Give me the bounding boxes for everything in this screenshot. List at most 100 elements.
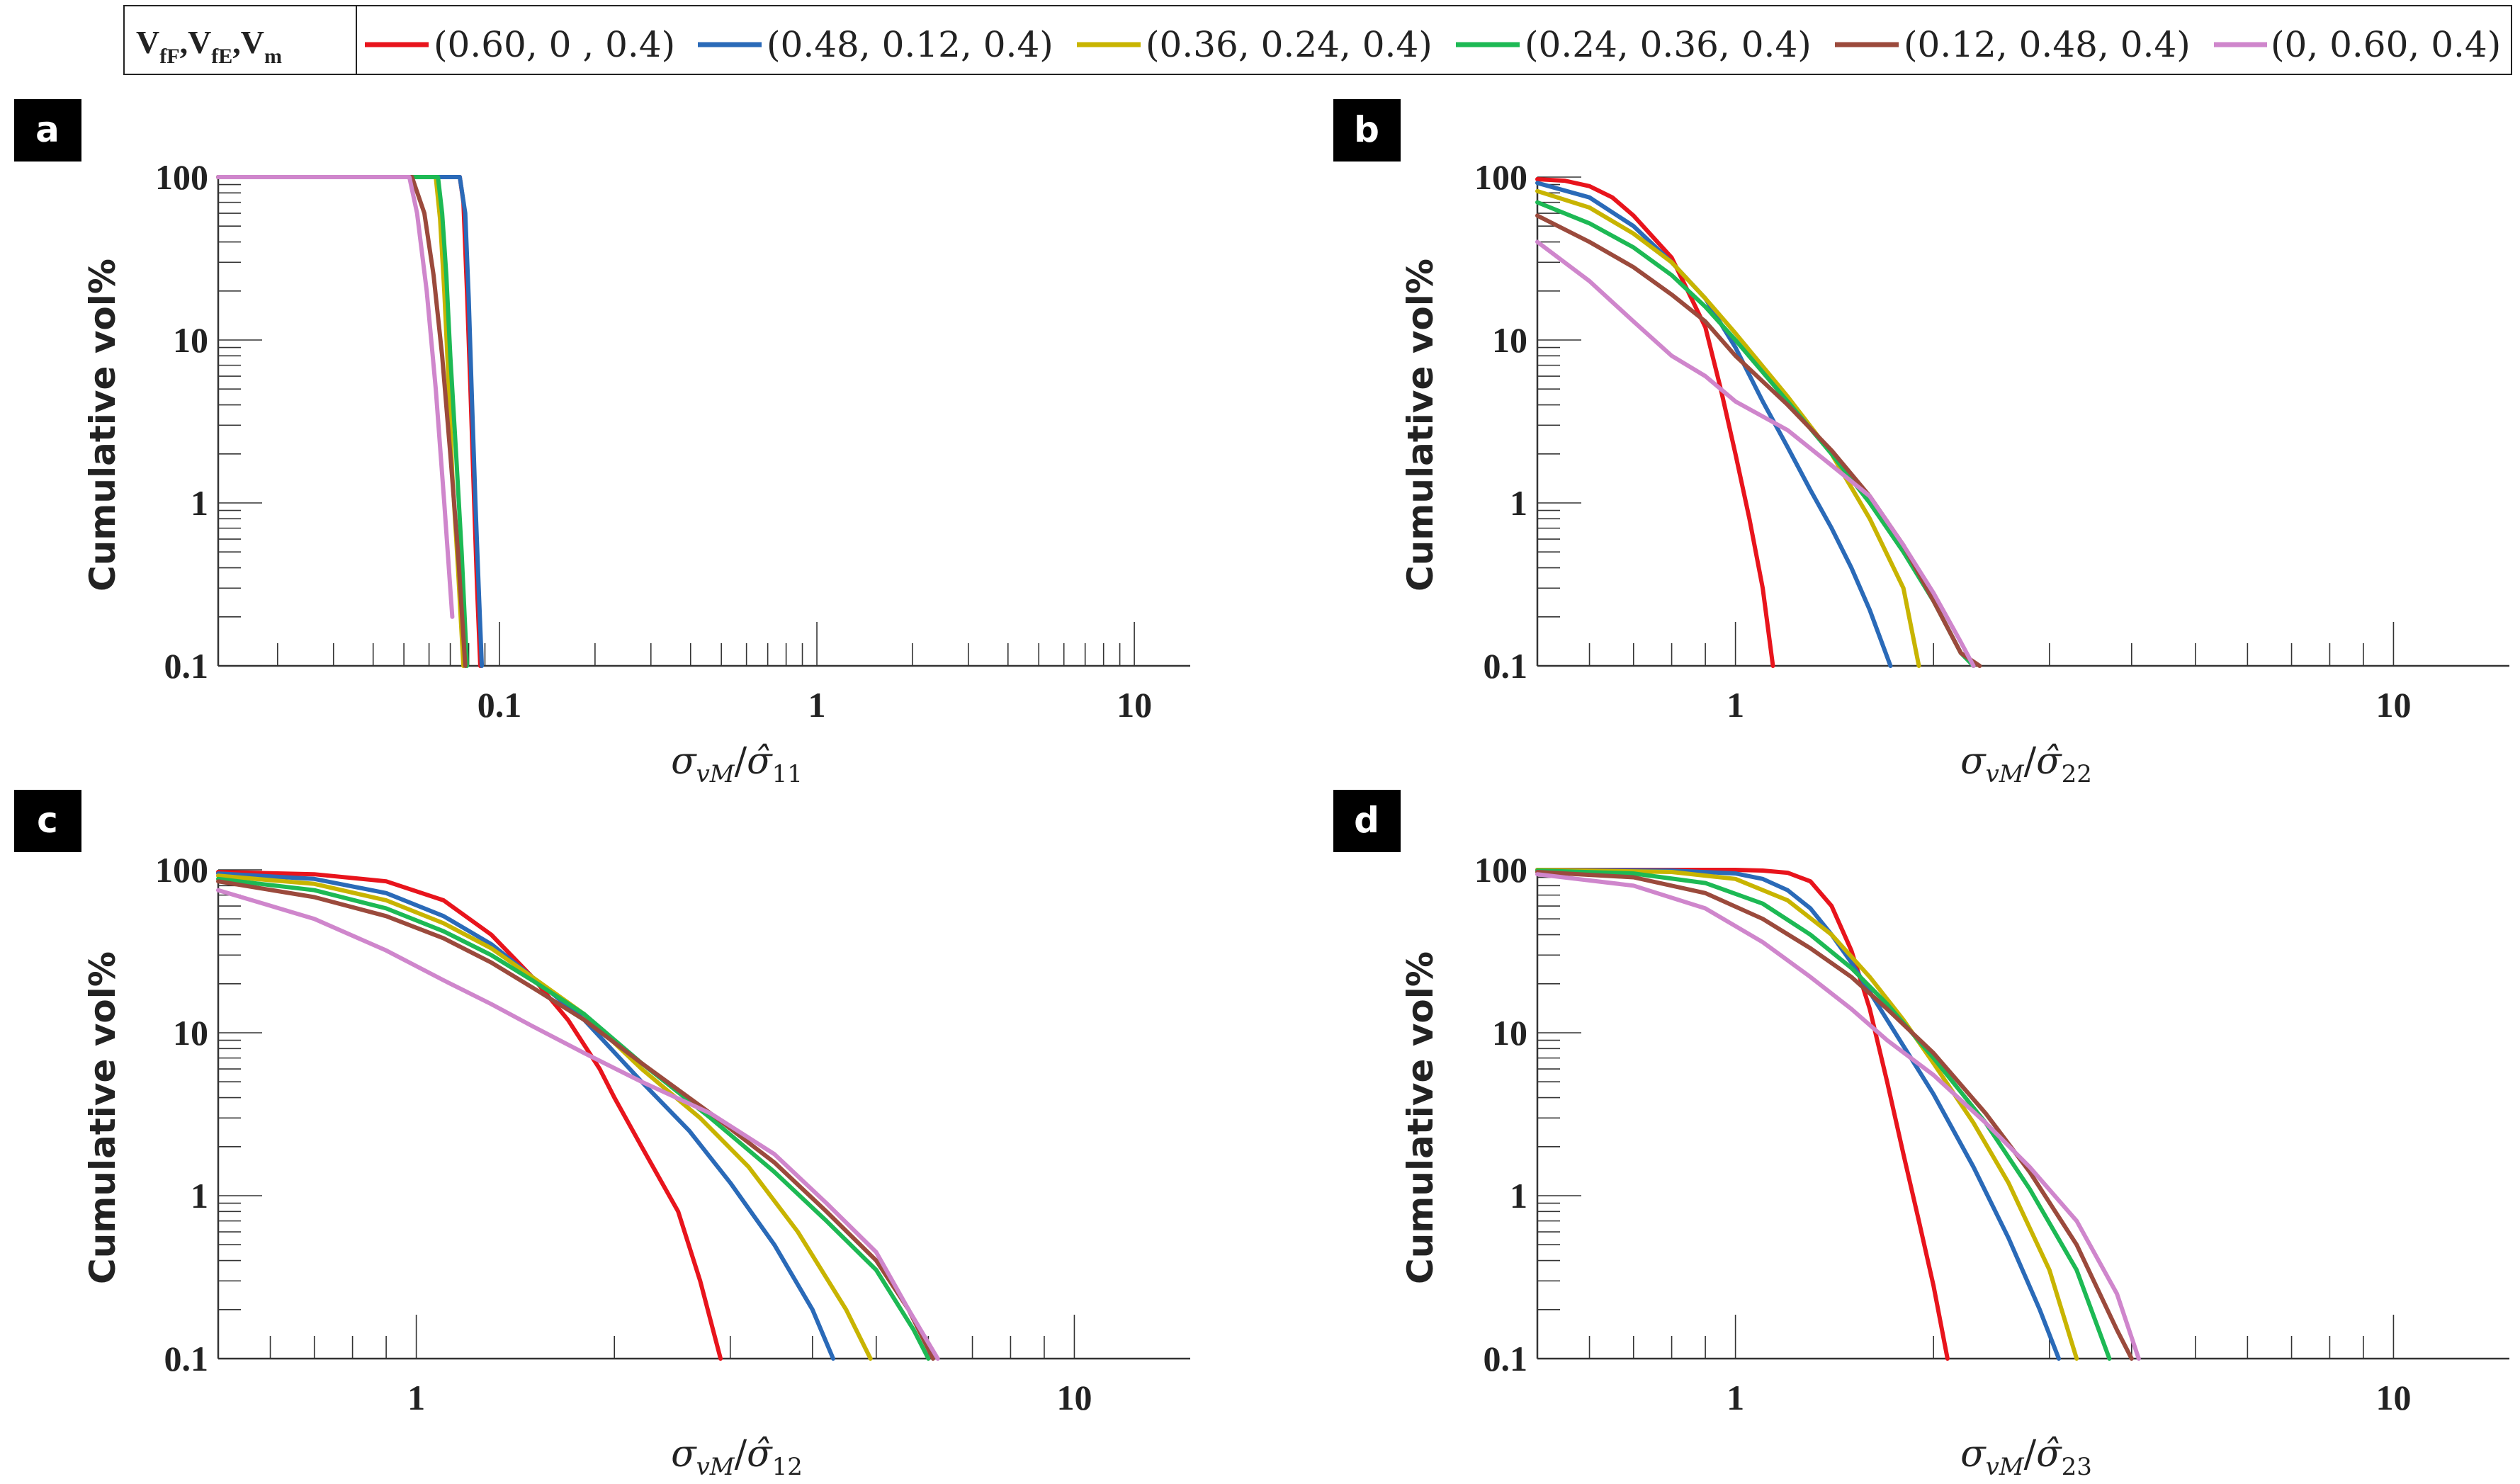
legend-entry-6: (0, 0.60, 0.4) [2214,24,2501,65]
panel-d: d 1 10 0.1 1 10 100 Cumulative vol% σvM/σ̂23 [1333,790,2509,1481]
legend-header: VfF,VfE,Vm [136,24,282,68]
panel-a-tag-text: a [35,109,60,150]
panel-b-xlabel-sigma: σ [1960,740,1987,783]
panel-a-xlabel-sub-vm: vM [696,760,735,788]
panel-d-xlabel-sub-idx: 23 [2062,1453,2092,1481]
legend-header-v1: V [136,24,159,60]
panel-d-series-line-1 [1535,868,1950,1361]
panel-a-series-line-4 [216,175,470,668]
panel-d-xlabel-sub-vm: vM [1986,1453,2025,1481]
panel-a-x-tick-label: 0.1 [478,685,522,725]
panel-a-y-tick-label: 10 [173,320,208,360]
panel-b-xlabel-slash: / [2024,740,2037,783]
panel-d-xlabel-sigmahat: σ̂ [2036,1433,2062,1475]
panel-a-tag [14,99,81,162]
panel-c-ylabel: Cumulative vol% [82,951,123,1284]
panel-b-y-tick-label: 100 [1474,157,1527,197]
panel-d-tag-text: d [1354,800,1379,841]
legend-frame [123,5,2512,75]
panel-a-series-line-2 [216,175,485,668]
panel-a-x-tick-label: 10 [1117,685,1152,725]
panel-d-tag [1333,790,1401,852]
panel-b-axes: 1 10 0.1 1 10 100 [1474,157,2509,725]
panel-b-tag [1333,99,1401,162]
panel-d-x-tick-label: 1 [1727,1378,1744,1417]
legend-label-2: (0.48, 0.12, 0.4) [767,24,1053,65]
legend-header-v3: ,V [232,24,264,60]
legend: VfF,VfE,Vm (0.60, 0 , 0.4) (0.48, 0.12, … [123,5,2512,75]
legend-header-v2: ,V [180,24,212,60]
panel-c-series-line-6 [216,888,940,1361]
legend-entry-1: (0.60, 0 , 0.4) [365,24,675,65]
panel-b-ylabel: Cumulative vol% [1400,259,1441,591]
panel-a-y-tick-label: 1 [191,483,208,523]
panel-d-y-tick-label: 0.1 [1484,1339,1528,1378]
panel-c-tag-text: c [37,800,58,841]
panel-c-series-line-3 [216,873,873,1361]
panel-b-xlabel: σvM/σ̂22 [1960,740,2092,788]
panel-d-xlabel-slash: / [2024,1433,2037,1475]
panel-a-xlabel-sigmahat: σ̂ [747,740,773,783]
panel-c-xlabel-sub-idx: 12 [772,1453,803,1481]
panel-b-tag-text: b [1354,109,1379,150]
panel-a-xlabel-sub-idx: 11 [772,760,803,788]
panel-b-y-tick-label: 1 [1510,483,1527,523]
panel-a-xlabel-sigma: σ [671,740,697,783]
legend-header-sub3: m [264,45,282,68]
panel-c-xlabel-sigmahat: σ̂ [747,1433,773,1475]
panel-a-xlabel-slash: / [735,740,747,783]
panel-c: c 1 10 0.1 1 10 100 Cumulative vol% σvM/σ̂12 [14,790,1190,1481]
panel-d-axes: 1 10 0.1 1 10 100 [1474,850,2509,1417]
panel-b-x-tick-label: 1 [1727,685,1744,725]
panel-d-series-line-3 [1535,868,2079,1361]
panel-c-tag [14,790,81,852]
panel-c-xlabel-slash: / [735,1433,747,1475]
legend-label-1: (0.60, 0 , 0.4) [434,24,675,65]
legend-label-6: (0, 0.60, 0.4) [2271,24,2501,65]
panel-d-xlabel: σvM/σ̂23 [1960,1433,2092,1481]
legend-entry-5: (0.12, 0.48, 0.4) [1835,24,2191,65]
panel-a-y-tick-label: 100 [155,157,208,197]
panel-c-xlabel-sub-vm: vM [696,1453,735,1481]
panel-d-ylabel: Cumulative vol% [1400,951,1441,1284]
panel-b-series-line-2 [1535,181,1893,668]
panel-c-series-line-5 [216,879,935,1361]
panel-b-xlabel-sub-vm: vM [1986,760,2025,788]
legend-header-sub2: fE [211,45,232,68]
panel-d-xlabel-sigma: σ [1960,1433,1987,1475]
panel-a-series-line-5 [216,175,468,668]
panel-a: a 0.1 1 10 0.1 1 10 100 Cumulative vol% σvM/σ̂… [14,99,1190,788]
panel-a-axes: 0.1 1 10 0.1 1 10 100 [155,157,1190,725]
panel-b-y-tick-label: 10 [1492,320,1527,360]
legend-entry-2: (0.48, 0.12, 0.4) [698,24,1053,65]
panel-d-y-tick-label: 10 [1492,1013,1527,1053]
panel-a-series-line-3 [216,175,466,668]
panel-a-y-tick-label: 0.1 [164,646,209,686]
panel-c-y-tick-label: 10 [173,1013,208,1053]
panel-b-x-tick-label: 10 [2375,685,2411,725]
panel-b-series-line-3 [1535,188,1921,668]
panel-b-y-tick-label: 0.1 [1484,646,1528,686]
panel-c-series-line-2 [216,871,835,1361]
legend-entry-4: (0.24, 0.36, 0.4) [1456,24,1812,65]
legend-label-3: (0.36, 0.24, 0.4) [1146,24,1433,65]
panel-c-y-tick-label: 0.1 [164,1339,209,1378]
panel-d-y-tick-label: 100 [1474,850,1527,890]
panel-a-ylabel: Cumulative vol% [82,259,123,591]
panel-c-axes: 1 10 0.1 1 10 100 [155,850,1190,1417]
panel-b-series-line-4 [1535,200,1976,668]
panel-a-x-tick-label: 1 [808,685,826,725]
panel-b-series-line-6 [1535,239,1976,668]
panel-b-xlabel-sub-idx: 22 [2062,760,2092,788]
panel-c-x-tick-label: 1 [407,1378,425,1417]
panel-a-xlabel: σvM/σ̂11 [671,740,803,788]
panel-d-series-line-6 [1535,872,2141,1361]
panel-b: b 1 10 0.1 1 10 100 Cumulative vol% σvM/σ̂22 [1333,99,2509,788]
panel-d-series-line-5 [1535,870,2134,1361]
panel-c-xlabel: σvM/σ̂12 [671,1433,803,1481]
panel-c-x-tick-label: 10 [1056,1378,1092,1417]
panel-c-xlabel-sigma: σ [671,1433,697,1475]
panel-a-series-line-6 [216,175,455,619]
legend-label-5: (0.12, 0.48, 0.4) [1904,24,2191,65]
